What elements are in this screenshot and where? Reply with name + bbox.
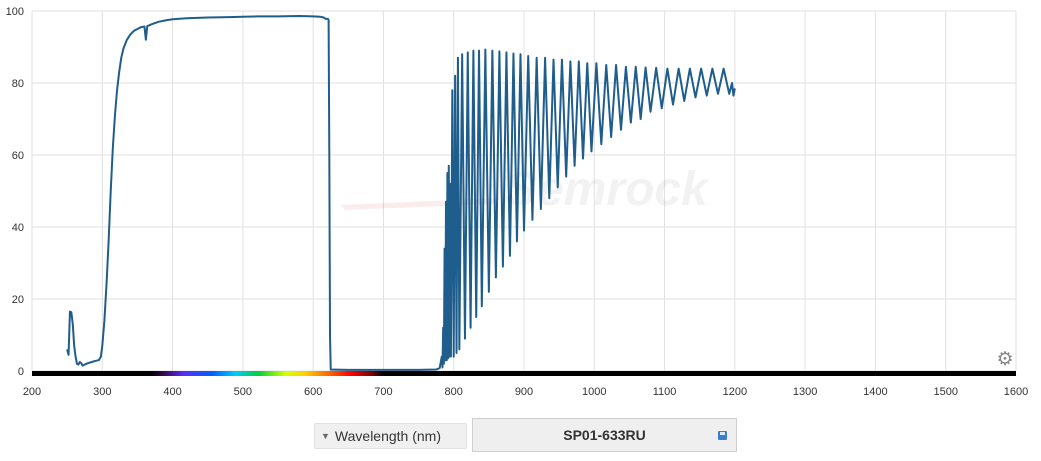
x-axis-unit-label: Wavelength (nm) xyxy=(334,428,441,444)
spectrum-bar xyxy=(32,371,1016,376)
x-tick-label: 1400 xyxy=(863,386,887,398)
x-tick-label: 1600 xyxy=(1004,386,1028,398)
x-tick-label: 1000 xyxy=(582,386,606,398)
filter-name: SP01-633RU xyxy=(563,427,646,443)
x-tick-label: 200 xyxy=(23,386,41,398)
caret-down-icon: ▼ xyxy=(321,431,330,441)
y-tick-label: 100 xyxy=(6,6,24,18)
x-tick-label: 900 xyxy=(515,386,533,398)
series xyxy=(66,15,736,371)
x-tick-label: 1500 xyxy=(933,386,957,398)
x-tick-label: 1300 xyxy=(793,386,817,398)
filter-name-box[interactable]: SP01-633RU xyxy=(472,418,737,452)
x-tick-label: 1100 xyxy=(653,386,677,398)
save-icon[interactable] xyxy=(718,431,727,440)
x-axis: 200 300 400 500 600 700 800 900 1000 1100 1200 1300… xyxy=(23,386,1028,398)
y-tick-label: 40 xyxy=(12,222,24,234)
x-tick-label: 600 xyxy=(304,386,322,398)
x-tick-label: 700 xyxy=(374,386,392,398)
x-tick-label: 1200 xyxy=(723,386,747,398)
y-tick-label: 80 xyxy=(12,78,24,90)
y-tick-label: 0 xyxy=(18,366,24,378)
y-axis: 0 20 40 60 80 100 xyxy=(6,6,24,378)
x-tick-label: 800 xyxy=(445,386,463,398)
x-tick-label: 400 xyxy=(163,386,181,398)
visible-spectrum-band xyxy=(151,371,384,376)
watermark-text: Semrock xyxy=(505,163,710,216)
x-axis-unit-select[interactable]: ▼ Wavelength (nm) xyxy=(314,423,467,449)
series-line xyxy=(66,15,736,371)
gear-icon[interactable]: ⚙ xyxy=(996,349,1014,370)
y-tick-label: 60 xyxy=(12,150,24,162)
x-tick-label: 500 xyxy=(234,386,252,398)
y-tick-label: 20 xyxy=(12,294,24,306)
x-tick-label: 300 xyxy=(93,386,111,398)
